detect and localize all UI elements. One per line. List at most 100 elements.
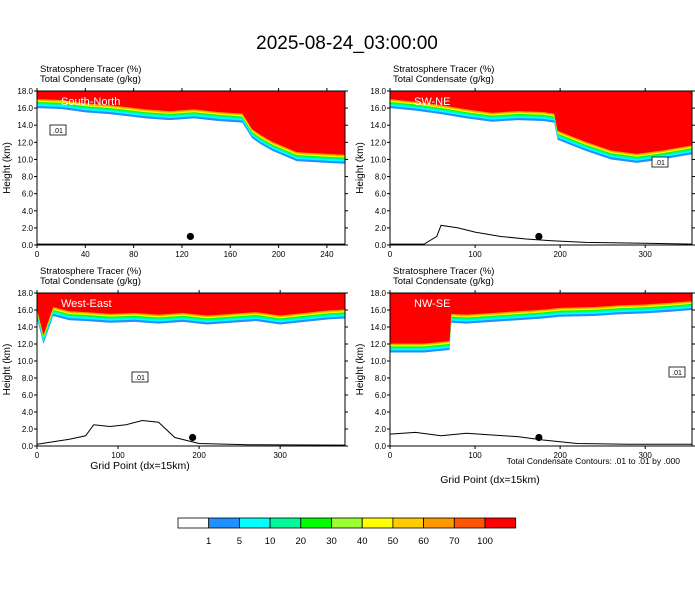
- y-tick-label: 18.0: [370, 289, 386, 298]
- y-axis-label: Height (km): [355, 344, 366, 396]
- panel-name: SW-NE: [414, 96, 450, 108]
- page-title: 2025-08-24_03:00:00: [256, 33, 438, 54]
- location-marker: [186, 232, 194, 241]
- terrain-line: [390, 431, 692, 445]
- y-tick-label: 6.0: [22, 190, 34, 199]
- panel-header-condensate: Total Condensate (g/kg): [40, 276, 141, 287]
- plot-frame: [36, 90, 346, 246]
- panel-header-tracer: Stratosphere Tracer (%): [40, 266, 141, 277]
- location-marker: [535, 433, 543, 442]
- y-tick-label: 18.0: [17, 289, 33, 298]
- colorbar-label: 50: [388, 536, 399, 547]
- plot-area: [37, 91, 345, 245]
- panel-name: West-East: [61, 298, 112, 310]
- contour-label-box: [131, 371, 149, 383]
- y-tick-label: 18.0: [370, 87, 386, 96]
- y-tick-label: 10.0: [17, 357, 33, 366]
- y-axis-label: Height (km): [2, 344, 13, 396]
- x-axis-label-left: Grid Point (dx=15km): [90, 460, 190, 472]
- x-tick-label: 0: [35, 451, 40, 460]
- x-tick-label: 300: [639, 451, 653, 460]
- panel-header-condensate: Total Condensate (g/kg): [40, 74, 141, 85]
- x-tick-label: 0: [35, 250, 40, 259]
- colorbar-label: 5: [237, 536, 242, 547]
- y-tick-label: 8.0: [22, 173, 34, 182]
- x-tick-label: 300: [639, 250, 653, 259]
- y-tick-label: 16.0: [370, 104, 386, 113]
- x-tick-label: 300: [273, 451, 287, 460]
- colorbar-label: 20: [296, 536, 307, 547]
- plot-area: [390, 293, 692, 445]
- x-tick-label: 160: [224, 250, 238, 259]
- colorbar-label: 1: [206, 536, 211, 547]
- panel-header-condensate: Total Condensate (g/kg): [393, 74, 494, 85]
- y-tick-label: 2.0: [22, 425, 34, 434]
- panel-sw-ne: Stratosphere Tracer (%)Total Condensate …: [355, 64, 695, 259]
- y-tick-label: 12.0: [370, 340, 386, 349]
- panel-south-north: Stratosphere Tracer (%)Total Condensate …: [2, 64, 348, 259]
- y-tick-label: 8.0: [375, 173, 387, 182]
- colorbar-swatch: [361, 517, 394, 529]
- terrain-line: [37, 419, 345, 446]
- y-tick-label: 12.0: [17, 138, 33, 147]
- y-tick-label: 12.0: [17, 340, 33, 349]
- x-tick-label: 100: [468, 250, 482, 259]
- contour-label-box: [668, 366, 686, 378]
- colorbar-swatch: [269, 517, 302, 529]
- colorbar-swatch: [208, 517, 240, 529]
- y-tick-label: 6.0: [22, 391, 34, 400]
- colorbar-swatch: [331, 517, 363, 529]
- colorbar-label: 60: [418, 536, 429, 547]
- contour-label: .01: [672, 370, 682, 377]
- panel-header-condensate: Total Condensate (g/kg): [393, 276, 494, 287]
- y-tick-label: 2.0: [22, 224, 34, 233]
- y-tick-label: 2.0: [375, 425, 387, 434]
- y-tick-label: 10.0: [370, 357, 386, 366]
- y-tick-label: 4.0: [22, 207, 34, 216]
- y-tick-label: 14.0: [370, 121, 386, 130]
- y-tick-label: 6.0: [375, 391, 387, 400]
- colorbar: 1 5 10 20 30 40 50 60 70 100: [177, 517, 517, 547]
- panels: Stratosphere Tracer (%)Total Condensate …: [2, 64, 695, 460]
- colorbar-label: 100: [477, 536, 493, 547]
- y-tick-label: 0.0: [22, 442, 34, 451]
- plot-frame: [36, 292, 346, 447]
- contour-label: .01: [135, 375, 145, 382]
- y-tick-label: 10.0: [370, 155, 386, 164]
- y-tick-label: 14.0: [17, 121, 33, 130]
- colorbar-swatch: [423, 517, 455, 529]
- y-tick-label: 0.0: [375, 442, 387, 451]
- tracer-band-7: [37, 293, 345, 336]
- y-tick-label: 10.0: [17, 155, 33, 164]
- y-tick-label: 16.0: [17, 104, 33, 113]
- colorbar-label: 10: [265, 536, 276, 547]
- x-tick-label: 240: [320, 250, 334, 259]
- y-tick-label: 12.0: [370, 138, 386, 147]
- y-tick-label: 6.0: [375, 190, 387, 199]
- contour-footnote: Total Condensate Contours: .01 to .01 by…: [507, 456, 681, 466]
- x-tick-label: 0: [388, 250, 393, 259]
- colorbar-swatch: [392, 517, 424, 529]
- x-tick-label: 100: [111, 451, 125, 460]
- contour-label-box: [651, 156, 669, 168]
- x-tick-label: 40: [81, 250, 90, 259]
- tracer-band-7: [390, 91, 692, 154]
- x-tick-label: 0: [388, 451, 393, 460]
- panel-name: South-North: [61, 96, 120, 108]
- panel-name: NW-SE: [414, 298, 450, 310]
- x-tick-label: 100: [468, 451, 482, 460]
- tracer-band-7: [390, 293, 692, 344]
- y-axis-label: Height (km): [355, 142, 366, 194]
- x-tick-label: 120: [175, 250, 189, 259]
- colorbar-swatch: [484, 517, 517, 529]
- panel-header-tracer: Stratosphere Tracer (%): [393, 64, 494, 75]
- panel-header-tracer: Stratosphere Tracer (%): [40, 64, 141, 75]
- colorbar-label: 30: [326, 536, 337, 547]
- plot-frame: [389, 292, 693, 447]
- colorbar-label: 40: [357, 536, 368, 547]
- colorbar-swatch: [238, 517, 271, 529]
- y-tick-label: 16.0: [17, 306, 33, 315]
- panel-header-tracer: Stratosphere Tracer (%): [393, 266, 494, 277]
- contour-label: .01: [655, 160, 665, 167]
